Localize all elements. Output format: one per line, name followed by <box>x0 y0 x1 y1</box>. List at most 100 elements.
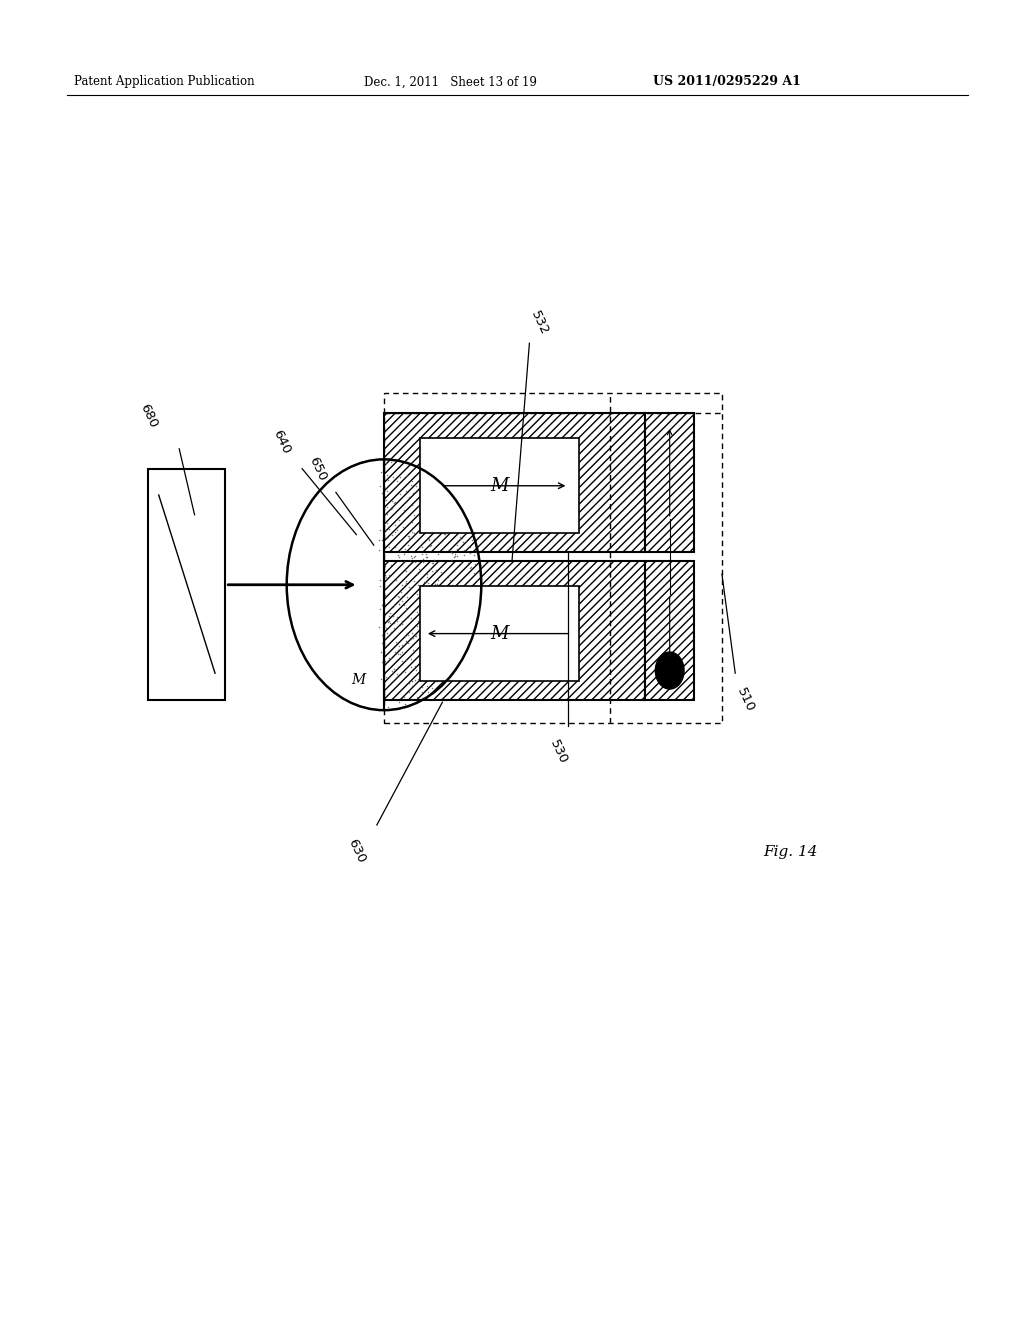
Point <box>403 474 420 495</box>
Point <box>397 573 414 594</box>
Point <box>468 541 484 562</box>
Point <box>390 690 407 711</box>
Point <box>408 550 424 572</box>
Point <box>379 504 395 525</box>
Point <box>407 545 423 566</box>
Point <box>424 553 440 574</box>
Point <box>396 544 413 565</box>
Point <box>403 648 420 669</box>
Point <box>455 581 471 602</box>
Point <box>412 536 428 557</box>
Point <box>415 549 431 570</box>
Text: 532: 532 <box>528 309 551 338</box>
Point <box>433 602 450 623</box>
Point <box>417 484 433 506</box>
Point <box>430 480 446 502</box>
Point <box>415 503 431 524</box>
Point <box>438 622 455 643</box>
Point <box>416 599 432 620</box>
Point <box>440 566 457 587</box>
Point <box>398 582 415 603</box>
Point <box>422 558 438 579</box>
Point <box>463 557 479 578</box>
Point <box>397 480 414 502</box>
Point <box>454 553 470 574</box>
Point <box>456 539 472 560</box>
Point <box>379 512 395 533</box>
Point <box>456 601 472 622</box>
Point <box>414 615 430 636</box>
Point <box>430 544 446 565</box>
Point <box>378 490 394 511</box>
Point <box>453 586 469 607</box>
Point <box>451 655 467 676</box>
Point <box>372 519 388 540</box>
Point <box>385 467 401 488</box>
Point <box>374 632 390 653</box>
Point <box>453 599 469 620</box>
Point <box>376 458 392 479</box>
Bar <box>148 469 225 700</box>
Point <box>394 590 411 611</box>
Point <box>375 455 391 477</box>
Point <box>396 499 413 520</box>
Point <box>398 463 415 484</box>
Point <box>380 610 396 631</box>
Point <box>415 582 431 603</box>
Point <box>400 672 417 693</box>
Point <box>406 627 422 648</box>
Bar <box>384 561 645 700</box>
Point <box>462 557 478 578</box>
Point <box>426 626 442 647</box>
Point <box>404 671 421 692</box>
Point <box>440 639 457 660</box>
Point <box>436 606 453 627</box>
Point <box>378 616 394 638</box>
Point <box>466 583 482 605</box>
Point <box>425 499 441 520</box>
Point <box>429 480 445 502</box>
Point <box>372 475 388 496</box>
Point <box>419 566 435 587</box>
Point <box>423 508 439 529</box>
Point <box>458 601 474 622</box>
Point <box>436 504 453 525</box>
Point <box>381 648 397 669</box>
Point <box>377 651 393 672</box>
Point <box>377 556 393 577</box>
Text: Fig. 14: Fig. 14 <box>763 845 817 859</box>
Point <box>374 594 390 615</box>
Point <box>386 659 402 680</box>
Point <box>388 520 404 541</box>
Point <box>435 635 452 656</box>
Point <box>399 525 416 546</box>
Point <box>462 516 478 537</box>
Point <box>393 635 410 656</box>
Point <box>389 643 406 664</box>
Bar <box>420 438 579 533</box>
Text: Patent Application Publication: Patent Application Publication <box>74 75 254 88</box>
Point <box>403 657 420 678</box>
Point <box>456 639 472 660</box>
Point <box>443 612 460 634</box>
Point <box>462 536 478 557</box>
Point <box>404 623 421 644</box>
Point <box>385 597 401 618</box>
Point <box>449 545 465 566</box>
Point <box>446 502 463 523</box>
Point <box>431 474 447 495</box>
Point <box>400 607 417 628</box>
Point <box>455 642 471 663</box>
Point <box>414 536 430 557</box>
Point <box>417 516 433 537</box>
Point <box>409 615 425 636</box>
Point <box>419 675 435 696</box>
Point <box>403 521 420 543</box>
Point <box>398 598 415 619</box>
Point <box>447 581 464 602</box>
Point <box>385 605 401 626</box>
Point <box>418 500 434 521</box>
Point <box>382 622 398 643</box>
Point <box>430 495 446 516</box>
Point <box>378 451 394 473</box>
